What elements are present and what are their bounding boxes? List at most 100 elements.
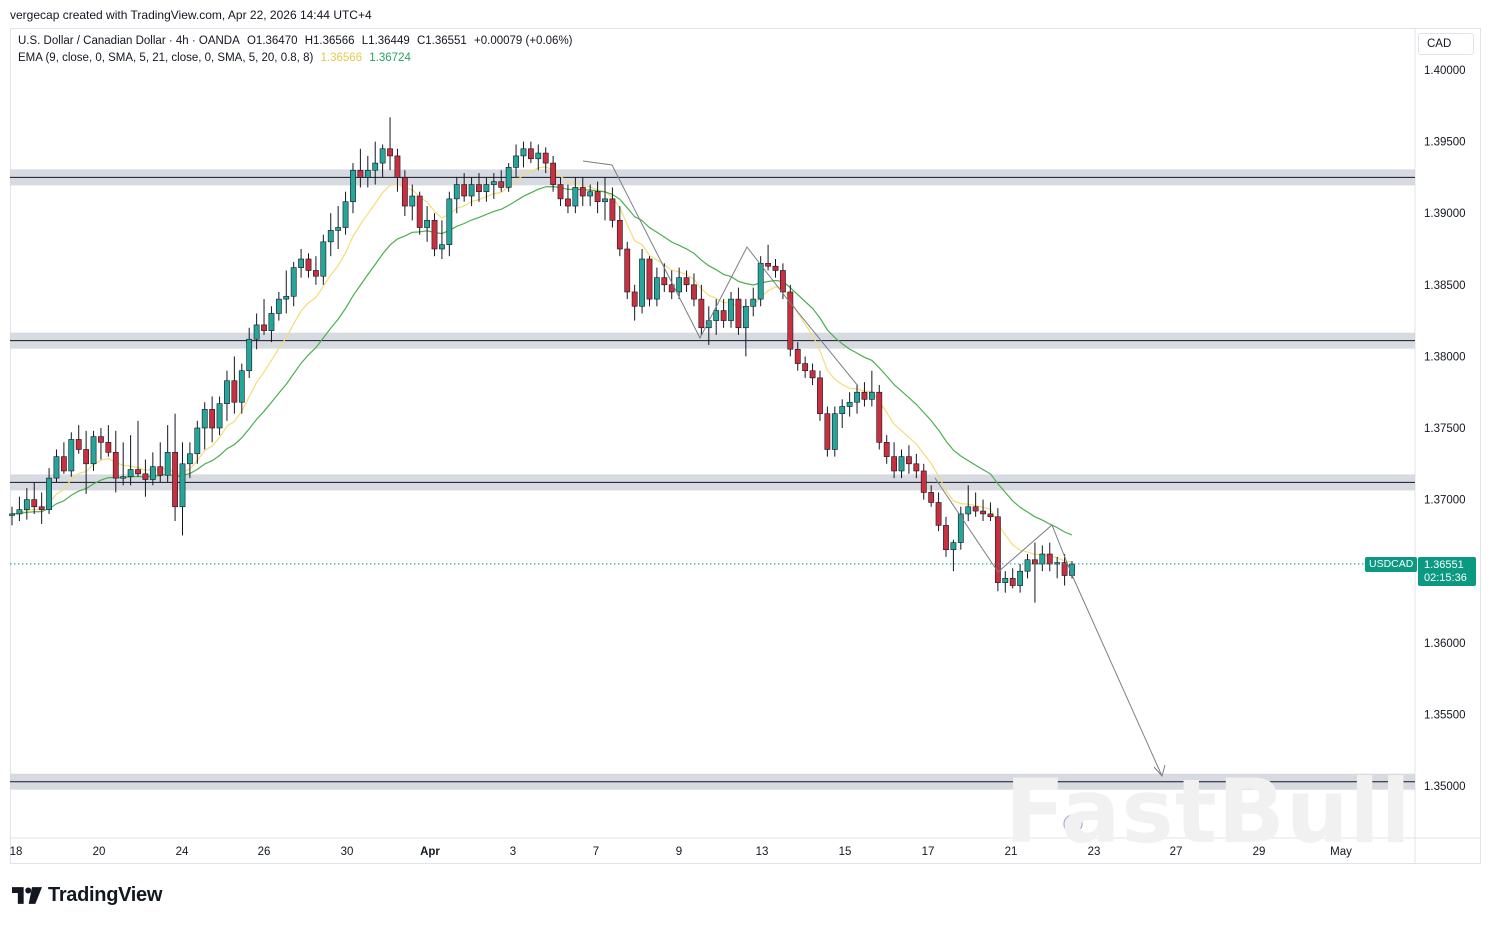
candle-body <box>883 442 890 457</box>
zigzag-pattern-1 <box>934 477 1073 576</box>
candle-body <box>579 187 586 197</box>
candle-body <box>594 191 601 203</box>
candle-body <box>876 391 883 443</box>
candles <box>9 117 1075 603</box>
time-tick-label: 23 <box>1088 846 1101 858</box>
projection-arrowhead <box>1153 764 1166 778</box>
candle-body <box>698 298 705 329</box>
candle-body <box>209 409 216 429</box>
candle-body <box>224 380 230 404</box>
candle-body <box>1009 578 1016 586</box>
candle-body <box>461 184 468 197</box>
candle-body <box>980 510 986 515</box>
candle-body <box>572 187 579 207</box>
candle-body <box>179 463 186 508</box>
candle-body <box>46 477 52 510</box>
candle-body <box>972 506 979 512</box>
candle-body <box>498 181 505 188</box>
candle-body <box>787 291 794 350</box>
candle-body <box>994 516 1001 583</box>
candle-body <box>75 439 82 450</box>
support-resistance-zones <box>10 169 1415 790</box>
ema-slow-value: 1.36724 <box>369 52 411 64</box>
candle-body <box>335 227 342 231</box>
candle-body <box>409 195 416 207</box>
symbol-name[interactable]: U.S. Dollar / Canadian Dollar · 4h · OAN… <box>18 35 240 47</box>
candle-body <box>861 391 868 400</box>
indicator-legend[interactable]: EMA (9, close, 0, SMA, 5, 21, close, 0, … <box>18 52 411 64</box>
candle-body <box>1017 570 1024 586</box>
candle-body <box>565 198 571 207</box>
grid-lines <box>10 29 1481 864</box>
tradingview-logo-text: TradingView <box>48 884 163 906</box>
candle-body <box>906 456 912 465</box>
ohlc-open: O1.36470 <box>246 35 298 47</box>
zigzag-pattern-0 <box>582 160 859 387</box>
price-tick-label: 1.35500 <box>1424 709 1466 721</box>
candle-body <box>83 449 90 465</box>
candle-body <box>802 363 809 372</box>
candle-body <box>928 492 935 503</box>
candle-body <box>943 525 949 551</box>
time-tick-label: 9 <box>676 846 682 858</box>
candle-body <box>513 155 519 168</box>
candle-body <box>691 284 697 300</box>
candle-body <box>164 452 171 476</box>
candle-body <box>53 456 60 479</box>
candle-body <box>135 469 141 475</box>
candle-body <box>38 506 45 510</box>
candle-body <box>1039 553 1046 565</box>
candle-body <box>305 258 312 271</box>
tradingview-logo[interactable]: TradingView <box>12 884 162 907</box>
candle-body <box>765 263 771 267</box>
candle-body <box>90 436 97 465</box>
candle-body <box>587 191 594 197</box>
candle-body <box>187 453 193 465</box>
candle-body <box>772 265 779 271</box>
time-tick-label: 17 <box>922 846 935 858</box>
watermark: FastBull <box>1005 760 1412 863</box>
time-tick-label: 21 <box>1005 846 1018 858</box>
price-tick-label: 1.38500 <box>1424 280 1466 292</box>
candle-body <box>661 277 668 286</box>
last-price-tag: 1.36551 02:15:36 <box>1418 557 1476 586</box>
candle-body <box>750 298 757 307</box>
price-axis: 1.40000 1.39500 1.39000 1.38500 1.38000 1.375… <box>1424 65 1466 793</box>
candle-body <box>298 258 304 268</box>
candle-body <box>817 377 823 414</box>
candle-body <box>379 148 386 164</box>
candle-body <box>98 436 104 443</box>
price-tick-label: 1.36000 <box>1424 638 1466 650</box>
candle-body <box>1002 578 1009 583</box>
time-tick-label: 30 <box>341 846 354 858</box>
candle-body <box>149 466 156 480</box>
indicator-label[interactable]: EMA (9, close, 0, SMA, 5, 21, close, 0, … <box>18 52 314 64</box>
candle-body <box>535 152 542 160</box>
candle-body <box>23 499 30 510</box>
candle-body <box>16 509 23 515</box>
replay-icon-bolt <box>1068 817 1077 831</box>
candle-body <box>616 220 623 250</box>
candle-body <box>401 177 408 207</box>
symbol-info[interactable]: U.S. Dollar / Canadian Dollar · 4h · OAN… <box>18 35 577 47</box>
candle-body <box>742 305 749 329</box>
time-tick-label: 15 <box>839 846 852 858</box>
candle-body <box>468 184 475 197</box>
currency-button[interactable]: CAD <box>1418 33 1474 55</box>
candle-body <box>439 244 445 250</box>
candle-body <box>283 295 290 300</box>
candle-body <box>453 184 460 200</box>
candle-body <box>490 181 497 185</box>
chart-caption: vergecap created with TradingView.com, A… <box>10 8 372 22</box>
price-tick-label: 1.37000 <box>1424 495 1466 507</box>
price-tick-label: 1.35000 <box>1424 781 1466 793</box>
candle-body <box>624 248 631 293</box>
candle-body <box>1061 562 1068 576</box>
candle-body <box>357 169 364 178</box>
time-tick-label: 27 <box>1170 846 1183 858</box>
symbol-price-label: USDCAD <box>1365 557 1418 572</box>
ohlc-change: +0.00079 (+0.06%) <box>474 35 573 47</box>
candle-body <box>342 201 349 228</box>
candle-body <box>31 499 38 508</box>
